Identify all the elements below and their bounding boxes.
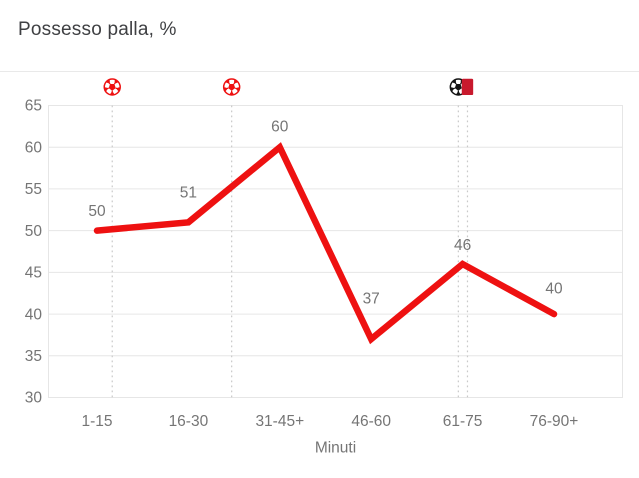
value-label: 51 bbox=[180, 185, 197, 202]
y-tick-label: 35 bbox=[25, 348, 42, 365]
gridlines bbox=[48, 105, 623, 398]
ball-patch bbox=[104, 87, 108, 92]
x-axis-labels: 1-15 16-30 31-45+ 46-60 61-75 76-90+ Minuti bbox=[81, 413, 578, 457]
ball-patch bbox=[109, 92, 115, 95]
ball-patch bbox=[456, 92, 461, 95]
ball-pentagon bbox=[454, 84, 462, 91]
ball-patch bbox=[105, 79, 110, 84]
possession-series-line bbox=[93, 142, 558, 345]
ball-patch bbox=[452, 79, 456, 84]
red-card-icon bbox=[461, 78, 474, 95]
ball-pentagon bbox=[228, 84, 236, 91]
ball-pentagon bbox=[108, 84, 116, 91]
value-label: 60 bbox=[271, 118, 289, 135]
ball-patch bbox=[234, 79, 238, 84]
x-tick-label: 1-15 bbox=[81, 413, 112, 430]
chart-title: Possesso palla, % bbox=[18, 19, 177, 40]
y-tick-label: 60 bbox=[25, 139, 43, 156]
value-label: 40 bbox=[545, 280, 563, 297]
x-tick-label: 46-60 bbox=[351, 413, 391, 430]
ball-patch bbox=[236, 87, 240, 92]
ball-patch bbox=[114, 79, 119, 84]
x-tick-label: 16-30 bbox=[169, 413, 209, 430]
value-label: 37 bbox=[363, 290, 380, 307]
event-guide-lines bbox=[111, 105, 469, 398]
y-tick-label: 65 bbox=[25, 98, 42, 115]
home-goal-ball-icon bbox=[222, 78, 241, 96]
x-axis-title: Minuti bbox=[315, 440, 356, 457]
ball-patch bbox=[229, 92, 234, 95]
x-tick-label: 31-45+ bbox=[255, 413, 304, 430]
header-separator bbox=[0, 71, 639, 72]
y-tick-label: 40 bbox=[25, 306, 43, 323]
ball-patch bbox=[225, 79, 230, 84]
value-label: 46 bbox=[454, 237, 471, 254]
x-tick-label: 61-75 bbox=[443, 413, 483, 430]
ball-patch bbox=[450, 87, 454, 92]
y-tick-label: 50 bbox=[25, 223, 43, 240]
y-tick-label: 30 bbox=[25, 390, 43, 407]
value-labels: 50 51 60 37 46 40 bbox=[88, 118, 563, 307]
plot-border bbox=[48, 105, 623, 398]
home-goal-ball-icon bbox=[103, 78, 121, 96]
y-tick-label: 55 bbox=[25, 181, 42, 198]
ball-patch bbox=[223, 87, 227, 92]
event-icons bbox=[103, 78, 474, 96]
ball-patch bbox=[116, 87, 121, 92]
value-label: 50 bbox=[88, 203, 106, 220]
y-axis-labels: 30 35 40 45 50 55 60 65 bbox=[25, 98, 43, 407]
y-tick-label: 45 bbox=[25, 265, 42, 282]
x-tick-label: 76-90+ bbox=[530, 413, 579, 430]
